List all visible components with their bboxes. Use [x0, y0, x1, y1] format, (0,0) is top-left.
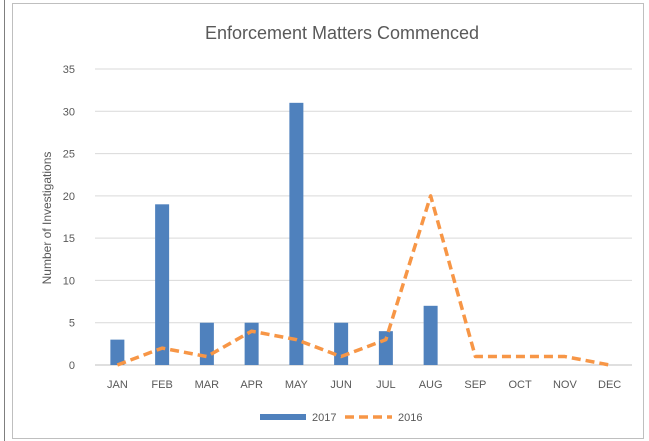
x-tick-label: DEC: [598, 379, 621, 391]
x-tick-labels: JAN FEB MAR APR MAY JUN JUL AUG SEP OCT NOV DEC: [107, 379, 621, 391]
gridlines: [95, 68, 632, 366]
x-tick-label: MAY: [285, 379, 309, 391]
y-axis-label: Number of Investigations: [40, 152, 54, 285]
bar-2017: [289, 102, 304, 365]
bar-2017: [423, 305, 438, 365]
chart-frame: [12, 3, 644, 439]
bars-2017: [110, 102, 438, 365]
y-tick-labels: 0 5 10 15 20 25 30 35: [63, 64, 75, 372]
x-tick-label: JAN: [107, 379, 128, 391]
y-tick-label: 20: [63, 191, 75, 203]
x-tick-label: JUN: [330, 379, 351, 391]
y-tick-label: 15: [63, 233, 75, 245]
y-tick-label: 35: [63, 64, 75, 76]
x-tick-label: OCT: [509, 379, 533, 391]
y-tick-label: 25: [63, 149, 75, 161]
bar-2017: [244, 322, 259, 365]
y-tick-label: 30: [63, 106, 75, 118]
bar-2017: [155, 204, 170, 365]
legend-swatch-2017: [260, 414, 306, 420]
x-tick-label: AUG: [419, 379, 443, 391]
left-edge-rule: [4, 0, 5, 441]
y-tick-label: 0: [69, 360, 75, 372]
x-tick-label: MAR: [195, 379, 220, 391]
legend-label-2017: 2017: [312, 412, 336, 424]
chart-title: Enforcement Matters Commenced: [205, 23, 479, 43]
bar-2017: [110, 339, 125, 365]
y-tick-label: 10: [63, 275, 75, 287]
legend: 2017 2016: [260, 412, 422, 424]
bar-2017: [199, 322, 214, 365]
line-2016: [116, 194, 610, 367]
x-tick-label: NOV: [553, 379, 578, 391]
x-tick-label: JUL: [376, 379, 396, 391]
y-tick-label: 5: [69, 318, 75, 330]
legend-label-2016: 2016: [398, 412, 422, 424]
x-tick-label: APR: [240, 379, 263, 391]
series-line-2016: [116, 194, 610, 367]
bar-2017: [334, 322, 349, 365]
x-tick-label: FEB: [151, 379, 172, 391]
bar-2017: [378, 331, 393, 365]
x-tick-label: SEP: [464, 379, 486, 391]
